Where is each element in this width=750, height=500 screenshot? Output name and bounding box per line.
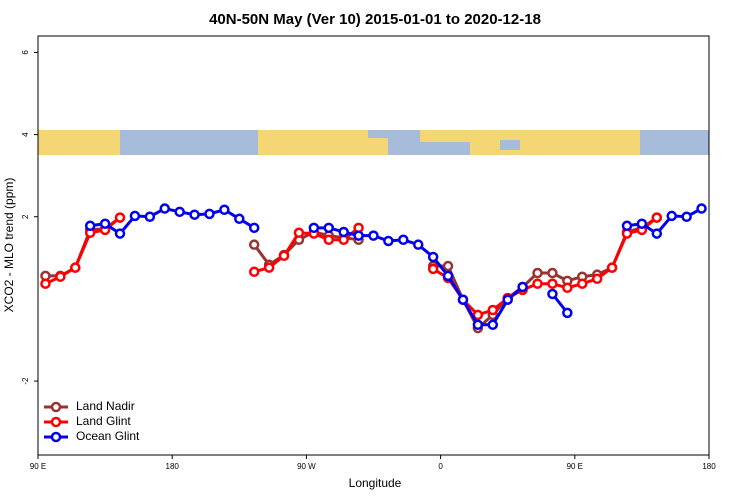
y-axis-label: XCO2 - MLO trend (ppm) bbox=[2, 178, 16, 313]
x-tick-label: 180 bbox=[702, 462, 716, 471]
data-point bbox=[129, 210, 141, 222]
data-point bbox=[472, 319, 484, 331]
data-point bbox=[517, 281, 528, 293]
legend-marker bbox=[50, 401, 62, 413]
y-tick-label: 6 bbox=[21, 50, 30, 55]
y-tick-label: -2 bbox=[21, 377, 30, 385]
data-point bbox=[114, 228, 126, 239]
legend-marker bbox=[50, 431, 62, 443]
data-point bbox=[562, 307, 573, 319]
x-axis-label: Longitude bbox=[349, 476, 402, 490]
data-point bbox=[368, 230, 379, 241]
data-point bbox=[487, 319, 499, 331]
data-point bbox=[219, 204, 230, 216]
data-point bbox=[114, 212, 126, 223]
data-point bbox=[532, 278, 543, 289]
data-point bbox=[40, 278, 51, 289]
legend-label: Land Nadir bbox=[76, 399, 135, 413]
data-point bbox=[472, 309, 484, 321]
data-point bbox=[383, 235, 394, 247]
y-tick-label: 2 bbox=[21, 214, 30, 219]
data-point bbox=[204, 208, 215, 220]
data-point bbox=[353, 230, 364, 241]
x-tick-label: 180 bbox=[166, 462, 180, 471]
data-point bbox=[591, 273, 603, 285]
data-point bbox=[651, 228, 663, 239]
data-point bbox=[547, 288, 558, 300]
data-point bbox=[70, 262, 81, 273]
data-point bbox=[248, 266, 260, 278]
data-point bbox=[144, 211, 156, 222]
x-tick-label: 90 W bbox=[297, 462, 316, 471]
data-point bbox=[427, 251, 439, 263]
data-point bbox=[278, 250, 290, 262]
data-point bbox=[577, 278, 588, 289]
data-point bbox=[606, 262, 618, 273]
data-point bbox=[681, 211, 692, 222]
legend-label: Ocean Glint bbox=[76, 429, 140, 443]
data-point bbox=[174, 206, 185, 218]
y-tick-label: 4 bbox=[21, 132, 30, 137]
data-point bbox=[99, 218, 111, 229]
data-point bbox=[189, 209, 200, 220]
data-point bbox=[442, 270, 454, 282]
data-point bbox=[55, 271, 66, 282]
data-point bbox=[338, 226, 349, 238]
legend-marker bbox=[50, 416, 62, 428]
data-point bbox=[562, 282, 573, 294]
data-point bbox=[412, 239, 424, 250]
data-point bbox=[547, 267, 558, 279]
data-point bbox=[442, 260, 454, 272]
data-point bbox=[323, 222, 335, 234]
data-point bbox=[323, 234, 335, 245]
map-strip bbox=[38, 130, 709, 155]
data-point bbox=[651, 212, 663, 223]
data-point bbox=[666, 210, 677, 222]
data-point bbox=[636, 218, 648, 229]
data-point bbox=[532, 267, 543, 279]
data-point bbox=[308, 222, 320, 234]
data-point bbox=[293, 227, 305, 239]
x-tick-label: 90 E bbox=[30, 462, 46, 471]
data-point bbox=[263, 262, 275, 273]
series-line bbox=[44, 216, 658, 317]
data-point bbox=[248, 239, 260, 250]
data-point bbox=[234, 213, 245, 225]
data-point bbox=[621, 220, 633, 232]
data-point bbox=[159, 203, 170, 214]
x-tick-label: 90 E bbox=[567, 462, 583, 471]
plot-frame bbox=[37, 35, 710, 456]
data-point bbox=[84, 220, 96, 232]
data-point bbox=[398, 234, 409, 245]
chart-title: 40N-50N May (Ver 10) 2015-01-01 to 2020-… bbox=[209, 11, 541, 28]
data-point bbox=[696, 203, 707, 214]
data-point bbox=[248, 222, 260, 234]
x-tick-label: 0 bbox=[438, 462, 443, 471]
data-point bbox=[547, 278, 558, 289]
data-point bbox=[427, 263, 439, 275]
data-point bbox=[457, 294, 469, 305]
data-point bbox=[502, 294, 513, 305]
legend-label: Land Glint bbox=[76, 414, 131, 428]
data-point bbox=[487, 304, 499, 316]
